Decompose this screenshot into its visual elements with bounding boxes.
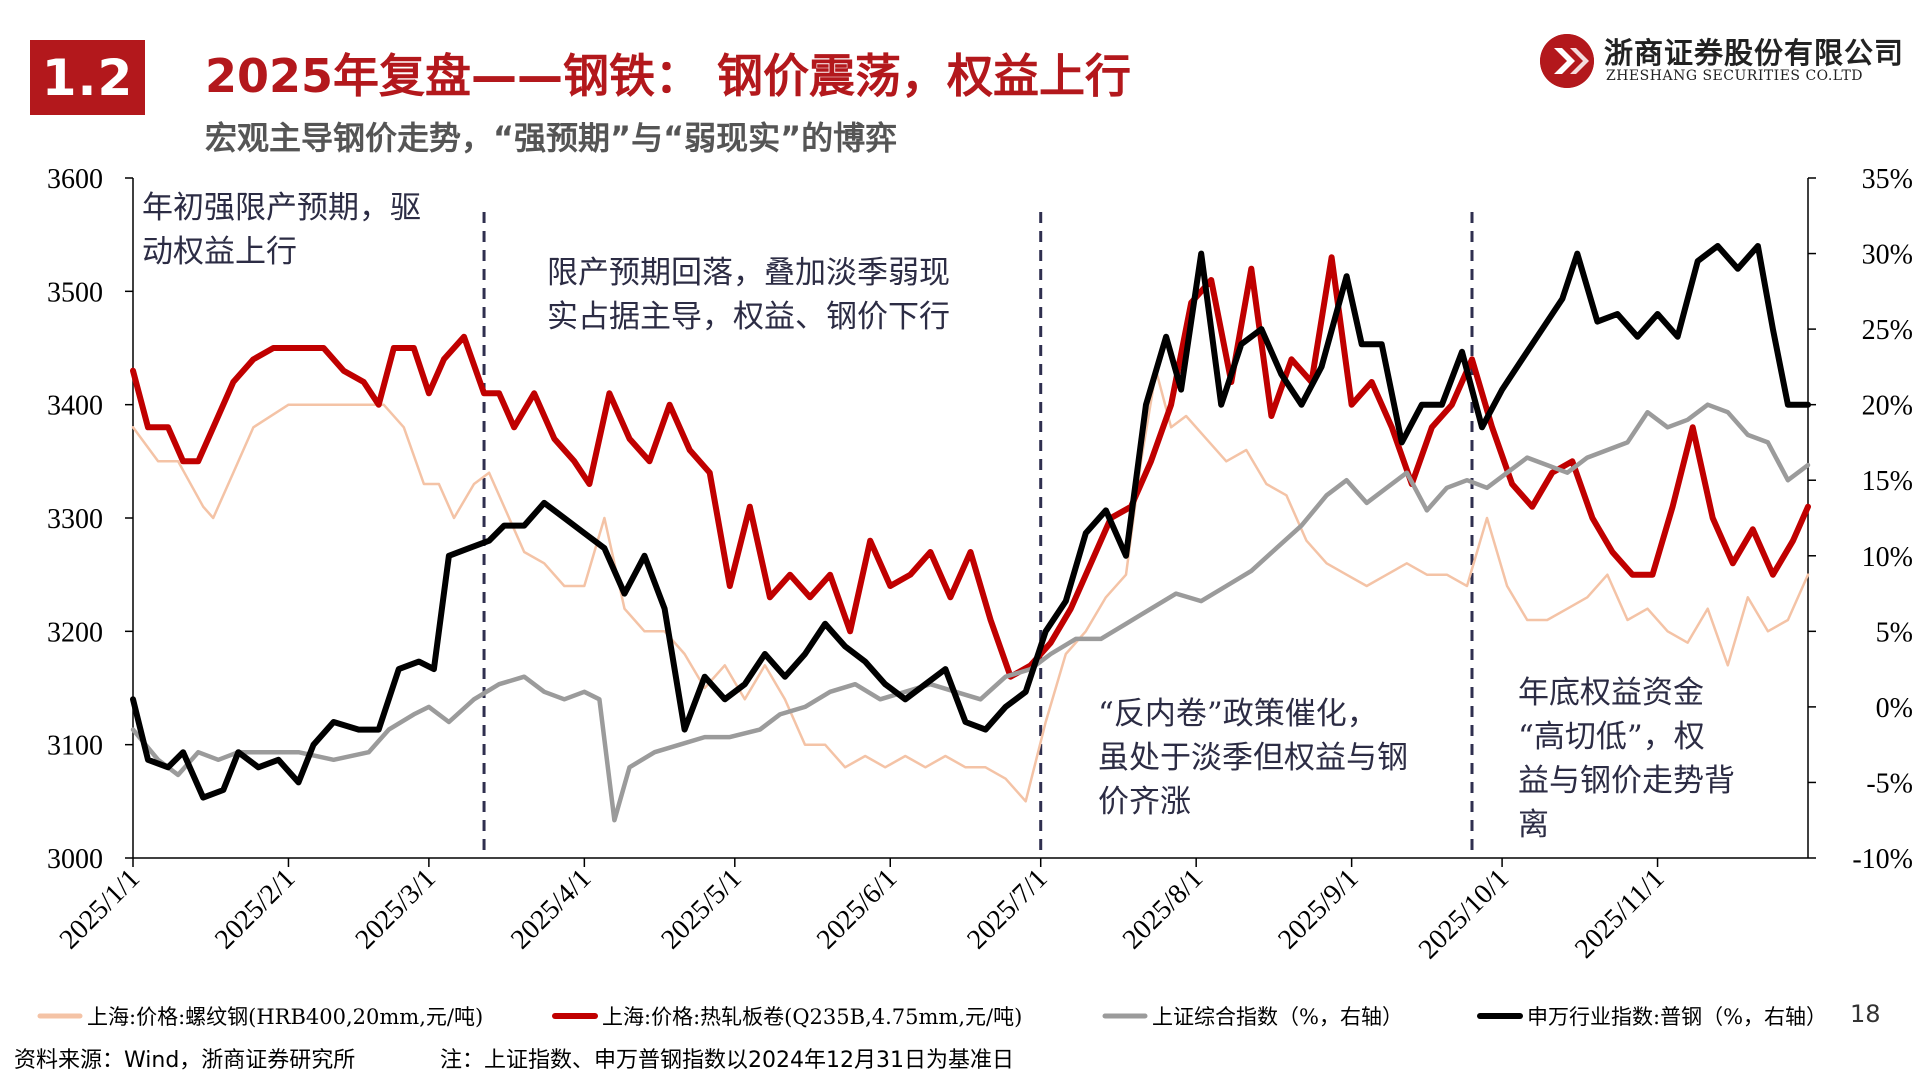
left-y-tick-label: 3000 <box>47 844 103 875</box>
right-y-tick-label: -5% <box>1866 768 1913 799</box>
x-tick-label: 2025/8/1 <box>1117 863 1209 955</box>
series-line-1 <box>131 369 1810 803</box>
right-y-tick-label: 0% <box>1876 693 1913 724</box>
left-y-tick-label: 3600 <box>47 164 103 195</box>
right-y-tick-label: 15% <box>1862 466 1913 497</box>
right-y-tick-label: 10% <box>1862 542 1913 573</box>
data-source: 资料来源：Wind，浙商证券研究所 <box>14 1048 356 1073</box>
annotation-text: 年底权益资金 <box>1518 675 1704 711</box>
page-subtitle: 宏观主导钢价走势，“强预期”与“弱现实”的博弈 <box>205 119 898 157</box>
series-line-3 <box>130 402 1811 823</box>
series-line-2 <box>130 254 1811 680</box>
right-y-tick-label: 35% <box>1862 164 1913 195</box>
x-tick-label: 2025/1/1 <box>54 863 146 955</box>
left-y-tick-label: 3200 <box>47 617 103 648</box>
right-y-tick-label: 30% <box>1862 240 1913 271</box>
legend-label: 上海:价格:螺纹钢(HRB400,20mm,元/吨) <box>87 1005 483 1029</box>
annotation-text: “高切低”，权 <box>1518 719 1705 755</box>
annotation-text: 益与钢价走势背 <box>1518 763 1735 799</box>
page-title: 2025年复盘——钢铁： 钢价震荡，权益上行 <box>205 49 1132 103</box>
company-name-en: ZHESHANG SECURITIES CO.LTD <box>1606 68 1864 84</box>
legend-label: 上证综合指数（%，右轴） <box>1152 1005 1403 1029</box>
left-y-tick-label: 3300 <box>47 504 103 535</box>
legend-label: 上海:价格:热轧板卷(Q235B,4.75mm,元/吨) <box>602 1005 1022 1029</box>
x-tick-label: 2025/10/1 <box>1413 863 1515 965</box>
company-logo-mark-icon <box>1540 34 1594 88</box>
right-y-tick-label: 20% <box>1862 391 1913 422</box>
x-tick-label: 2025/4/1 <box>505 863 597 955</box>
page-number: 18 <box>1850 1000 1881 1028</box>
annotation-text: “反内卷”政策催化， <box>1098 696 1378 732</box>
annotation-text: 实占据主导，权益、钢价下行 <box>547 299 950 335</box>
company-logo: 浙商证券股份有限公司 ZHESHANG SECURITIES CO.LTD <box>1540 30 1910 95</box>
x-tick-label: 2025/2/1 <box>209 863 301 955</box>
x-tick-label: 2025/3/1 <box>350 863 442 955</box>
right-y-tick-label: 5% <box>1876 617 1913 648</box>
annotation-text: 动权益上行 <box>142 234 297 270</box>
x-tick-label: 2025/9/1 <box>1272 863 1364 955</box>
right-y-tick-label: 25% <box>1862 315 1913 346</box>
annotation-text: 限产预期回落，叠加淡季弱现 <box>547 255 950 291</box>
x-tick-label: 2025/11/1 <box>1569 863 1670 964</box>
annotation-text: 离 <box>1518 807 1549 843</box>
right-y-tick-label: -10% <box>1852 844 1913 875</box>
company-name-cn: 浙商证券股份有限公司 <box>1604 36 1905 70</box>
left-y-tick-label: 3100 <box>47 731 103 762</box>
section-number-badge: 1.2 <box>30 40 145 115</box>
legend-label: 申万行业指数:普钢（%，右轴） <box>1527 1005 1827 1029</box>
x-tick-label: 2025/5/1 <box>655 863 747 955</box>
left-y-tick-label: 3400 <box>47 391 103 422</box>
left-y-tick-label: 3500 <box>47 277 103 308</box>
x-tick-label: 2025/6/1 <box>811 863 903 955</box>
x-tick-label: 2025/7/1 <box>961 863 1053 955</box>
footnote: 注：上证指数、申万普钢指数以2024年12月31日为基准日 <box>440 1048 1014 1073</box>
annotation-text: 虽处于淡季但权益与钢 <box>1098 740 1408 776</box>
annotation-text: 价齐涨 <box>1098 784 1191 820</box>
series-line-4 <box>130 243 1811 801</box>
annotation-text: 年初强限产预期，驱 <box>142 190 421 226</box>
